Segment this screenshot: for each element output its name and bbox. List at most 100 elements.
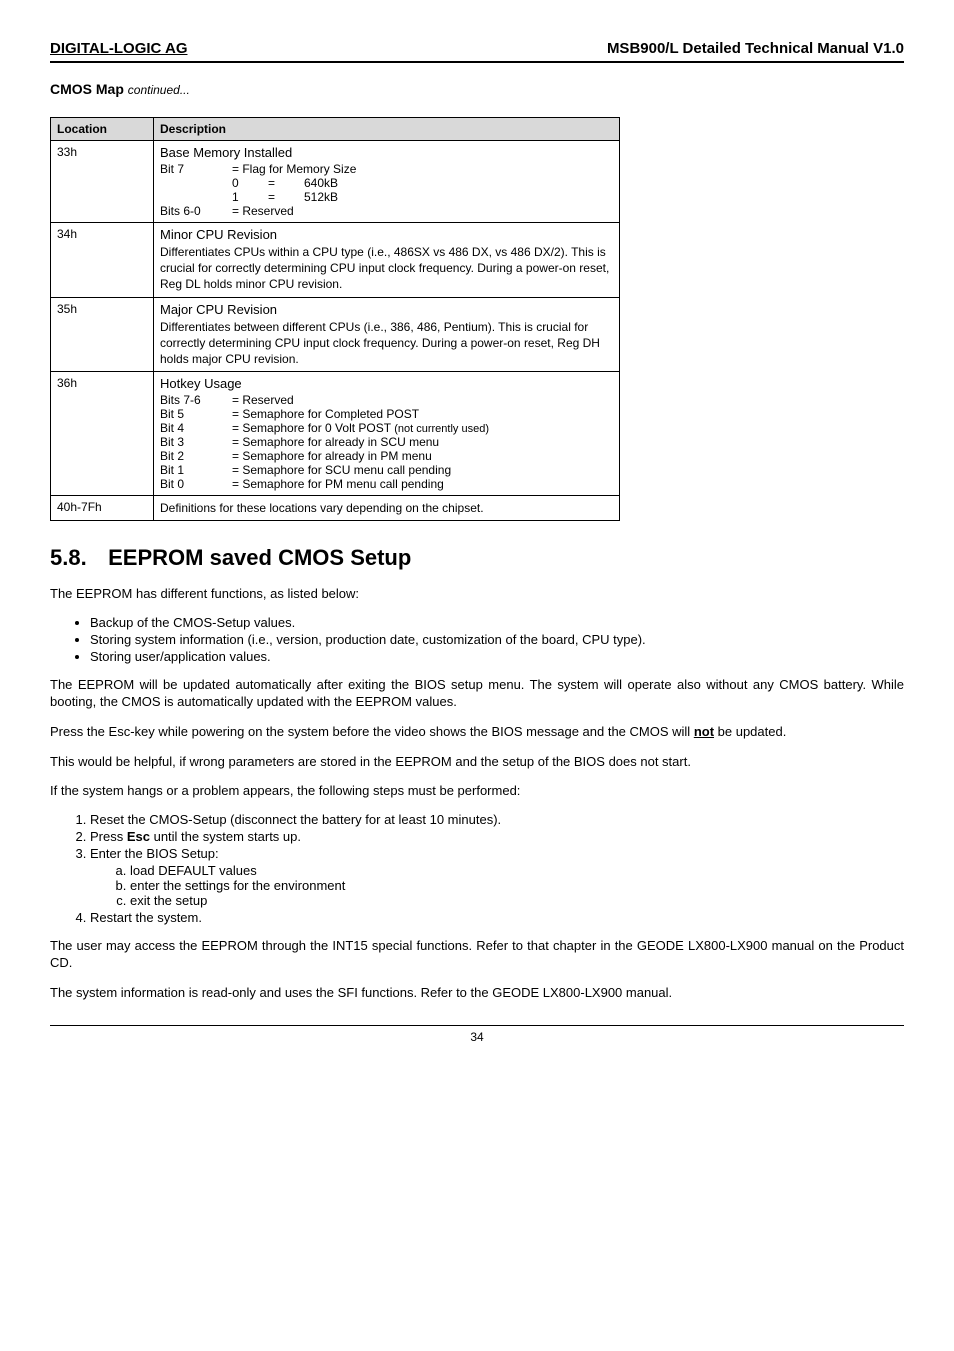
bit-label: Bit 5 — [160, 407, 232, 421]
bit-desc: = Semaphore for PM menu call pending — [232, 477, 542, 491]
page-footer: 34 — [50, 1025, 904, 1044]
section-number: 5.8. — [50, 545, 102, 571]
sub-row: 1 = 512kB — [160, 190, 613, 204]
bit-desc-note: (not currently used) — [394, 423, 489, 435]
page-header: DIGITAL-LOGIC AG MSB900/L Detailed Techn… — [50, 40, 904, 63]
cell-location: 34h — [51, 223, 154, 298]
cell-title: Major CPU Revision — [160, 302, 613, 317]
cell-description: Minor CPU Revision Differentiates CPUs w… — [154, 223, 620, 298]
cell-desc: Differentiates CPUs within a CPU type (i… — [160, 244, 613, 293]
bit-label: Bits 7-6 — [160, 393, 232, 407]
bit-desc: = Semaphore for already in PM menu — [232, 449, 542, 463]
cell-description: Definitions for these locations vary dep… — [154, 496, 620, 521]
bit-row: Bit 1 = Semaphore for SCU menu call pend… — [160, 463, 613, 477]
list-item: Restart the system. — [90, 910, 904, 925]
table-row: 36h Hotkey Usage Bits 7-6 = Reserved Bit… — [51, 372, 620, 496]
sub-c: 512kB — [304, 190, 613, 204]
bit-desc: = Reserved — [232, 204, 542, 218]
list-item: Reset the CMOS-Setup (disconnect the bat… — [90, 812, 904, 827]
sub-row: 0 = 640kB — [160, 176, 613, 190]
paragraph: The EEPROM has different functions, as l… — [50, 585, 904, 603]
steps-list: Reset the CMOS-Setup (disconnect the bat… — [90, 812, 904, 925]
list-item: Storing user/application values. — [90, 649, 904, 664]
cell-location: 33h — [51, 141, 154, 223]
bit-row: Bit 4 = Semaphore for 0 Volt POST (not c… — [160, 421, 613, 435]
emphasis-not: not — [694, 724, 714, 739]
bit-row: Bit 2 = Semaphore for already in PM menu — [160, 449, 613, 463]
subtitle-main: CMOS Map — [50, 81, 124, 97]
cell-description: Base Memory Installed Bit 7 = Flag for M… — [154, 141, 620, 223]
page-number: 34 — [470, 1030, 483, 1044]
list-item: exit the setup — [130, 893, 904, 908]
subtitle: CMOS Map continued... — [50, 81, 904, 97]
paragraph: If the system hangs or a problem appears… — [50, 782, 904, 800]
cell-location: 35h — [51, 297, 154, 372]
bit-label: Bits 6-0 — [160, 204, 232, 218]
bullet-list: Backup of the CMOS-Setup values. Storing… — [90, 615, 904, 664]
sub-b: = — [268, 176, 304, 190]
list-item: Storing system information (i.e., versio… — [90, 632, 904, 647]
bit-desc: = Semaphore for Completed POST — [232, 407, 542, 421]
paragraph: The user may access the EEPROM through t… — [50, 937, 904, 972]
bit-label: Bit 1 — [160, 463, 232, 477]
paragraph: The EEPROM will be updated automatically… — [50, 676, 904, 711]
th-description: Description — [154, 118, 620, 141]
bit-desc: = Semaphore for 0 Volt POST (not current… — [232, 421, 542, 435]
bit-desc: = Semaphore for SCU menu call pending — [232, 463, 542, 477]
bit-desc: = Flag for Memory Size — [232, 162, 542, 176]
cell-title: Minor CPU Revision — [160, 227, 613, 242]
th-location: Location — [51, 118, 154, 141]
text: be updated. — [714, 724, 786, 739]
list-item: Press Esc until the system starts up. — [90, 829, 904, 844]
table-row: 33h Base Memory Installed Bit 7 = Flag f… — [51, 141, 620, 223]
cmos-table: Location Description 33h Base Memory Ins… — [50, 117, 620, 521]
sub-a: 1 — [232, 190, 268, 204]
bit-row: Bit 3 = Semaphore for already in SCU men… — [160, 435, 613, 449]
bit-row: Bit 7 = Flag for Memory Size — [160, 162, 613, 176]
cell-title: Base Memory Installed — [160, 145, 613, 160]
paragraph: This would be helpful, if wrong paramete… — [50, 753, 904, 771]
bit-row: Bits 7-6 = Reserved — [160, 393, 613, 407]
cell-description: Major CPU Revision Differentiates betwee… — [154, 297, 620, 372]
list-item: Enter the BIOS Setup: load DEFAULT value… — [90, 846, 904, 908]
bit-desc-text: = Semaphore for 0 Volt POST — [232, 421, 391, 435]
list-item: Backup of the CMOS-Setup values. — [90, 615, 904, 630]
sub-c: 640kB — [304, 176, 613, 190]
cell-title: Hotkey Usage — [160, 376, 613, 391]
list-item: enter the settings for the environment — [130, 878, 904, 893]
bit-label: Bit 4 — [160, 421, 232, 435]
table-row: 34h Minor CPU Revision Differentiates CP… — [51, 223, 620, 298]
header-left: DIGITAL-LOGIC AG — [50, 40, 187, 57]
bit-label: Bit 3 — [160, 435, 232, 449]
cell-location: 36h — [51, 372, 154, 496]
list-item: load DEFAULT values — [130, 863, 904, 878]
text: Press — [90, 829, 127, 844]
paragraph: The system information is read-only and … — [50, 984, 904, 1002]
substeps-list: load DEFAULT values enter the settings f… — [130, 863, 904, 908]
sub-b: = — [268, 190, 304, 204]
text: Enter the BIOS Setup: — [90, 846, 219, 861]
bit-label: Bit 2 — [160, 449, 232, 463]
bit-desc: = Reserved — [232, 393, 542, 407]
bit-label: Bit 7 — [160, 162, 232, 176]
bit-desc: = Semaphore for already in SCU menu — [232, 435, 542, 449]
table-header-row: Location Description — [51, 118, 620, 141]
section-heading: 5.8. EEPROM saved CMOS Setup — [50, 545, 904, 571]
header-right: MSB900/L Detailed Technical Manual V1.0 — [607, 40, 904, 57]
cell-desc: Differentiates between different CPUs (i… — [160, 319, 613, 368]
cell-location: 40h-7Fh — [51, 496, 154, 521]
section-title: EEPROM saved CMOS Setup — [108, 545, 411, 570]
paragraph: Press the Esc-key while powering on the … — [50, 723, 904, 741]
bit-row: Bit 0 = Semaphore for PM menu call pendi… — [160, 477, 613, 491]
bit-label: Bit 0 — [160, 477, 232, 491]
sub-a: 0 — [232, 176, 268, 190]
table-row: 35h Major CPU Revision Differentiates be… — [51, 297, 620, 372]
bit-row: Bits 6-0 = Reserved — [160, 204, 613, 218]
cell-description: Hotkey Usage Bits 7-6 = Reserved Bit 5 =… — [154, 372, 620, 496]
text: Press the Esc-key while powering on the … — [50, 724, 694, 739]
emphasis-esc: Esc — [127, 829, 150, 844]
table-row: 40h-7Fh Definitions for these locations … — [51, 496, 620, 521]
text: until the system starts up. — [150, 829, 301, 844]
bit-row: Bit 5 = Semaphore for Completed POST — [160, 407, 613, 421]
subtitle-cont: continued... — [128, 83, 190, 97]
